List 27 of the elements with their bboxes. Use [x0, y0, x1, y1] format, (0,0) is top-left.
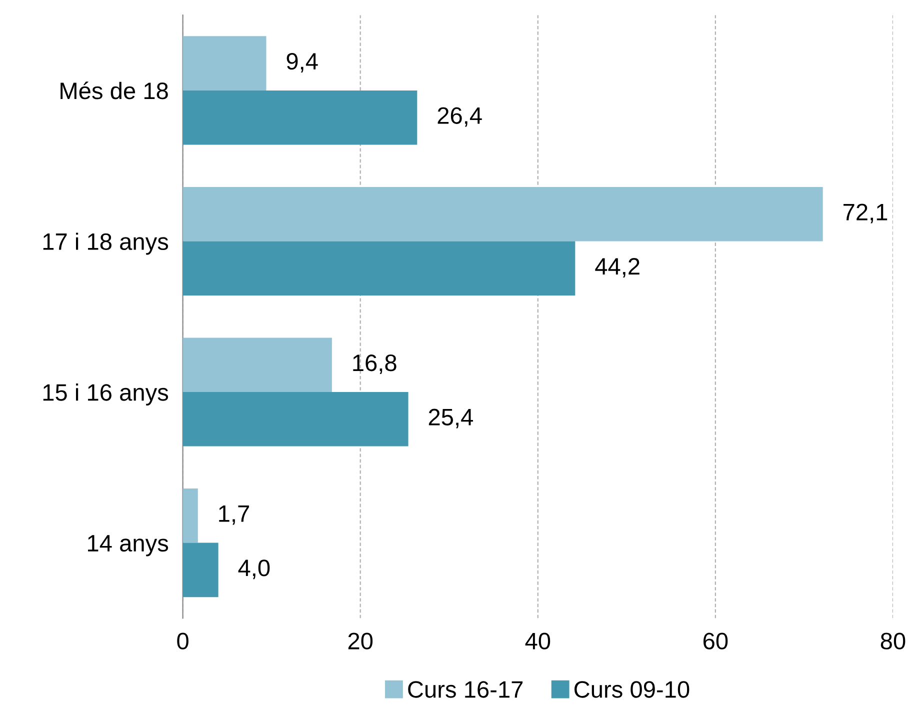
y-tick-label: 14 anys [88, 535, 168, 556]
y-tick-label: Més de 18 [60, 82, 168, 100]
data-label: 1,7 [219, 506, 249, 525]
y-tick-label: 17 i 18 anys [43, 232, 168, 255]
data-label: 9,4 [286, 52, 318, 72]
x-tick-label: 40 [525, 632, 550, 650]
x-tick-label: 60 [704, 632, 728, 650]
legend-label: Curs 09-10 [574, 681, 690, 698]
data-label: 25,4 [428, 408, 473, 428]
x-tick-label: 0 [177, 632, 188, 650]
data-label: 26,4 [438, 107, 482, 127]
data-label: 44,2 [595, 258, 640, 278]
data-label: 4,0 [238, 560, 270, 580]
bar [182, 542, 218, 598]
bar [182, 488, 198, 543]
x-tick-label: 20 [348, 632, 373, 650]
y-tick-label: 15 i 16 anys [43, 383, 168, 406]
data-label: 16,8 [353, 354, 396, 374]
data-label: 72,1 [844, 204, 888, 224]
bar [182, 36, 266, 90]
bar [182, 90, 418, 145]
bar [182, 186, 823, 242]
bar [182, 241, 576, 296]
bar [182, 392, 408, 446]
legend-label: Curs 16-17 [408, 681, 523, 698]
bar [182, 338, 332, 392]
x-tick-label: 80 [880, 632, 906, 650]
